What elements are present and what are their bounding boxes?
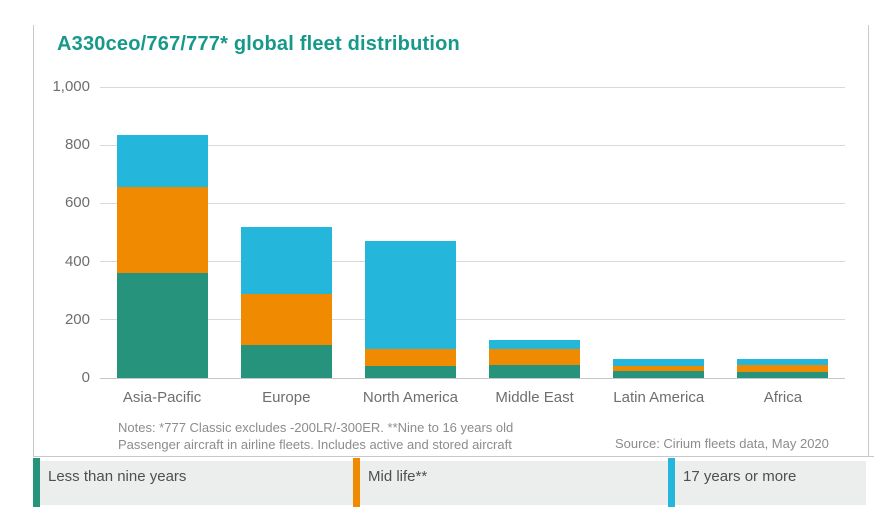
bar-segment-middle-east — [489, 340, 581, 349]
bar-segment-africa — [737, 359, 829, 365]
bar-segment-europe — [240, 293, 332, 345]
bar-segment-asia-pacific — [116, 273, 208, 378]
bar-segment-latin-america — [613, 359, 705, 367]
bar-segment-north-america — [364, 366, 456, 378]
legend-marker-cyan — [668, 458, 675, 507]
legend-marker-teal — [33, 458, 40, 507]
gridline — [100, 202, 845, 204]
footnotes: Notes: *777 Classic excludes -200LR/-300… — [118, 419, 513, 453]
y-axis-tick-label: 400 — [64, 252, 90, 270]
y-axis-tick-label: 0 — [81, 369, 90, 386]
y-axis-tick-label: 1,000 — [52, 78, 90, 95]
x-axis-category-label: Asia-Pacific — [122, 389, 202, 406]
footnote-line-1: Notes: *777 Classic excludes -200LR/-300… — [118, 420, 514, 435]
bar-segment-latin-america — [613, 366, 705, 371]
bar-segment-asia-pacific — [116, 187, 208, 274]
legend-item-label: 17 years or more — [683, 468, 797, 485]
gridline — [100, 261, 845, 263]
bar-segment-latin-america — [613, 370, 705, 378]
legend-item-label: Less than nine years — [48, 468, 187, 485]
gridline — [100, 319, 845, 321]
card-bottom-border — [33, 456, 874, 457]
x-axis-category-label: Africa — [763, 389, 803, 406]
card-left-border — [33, 25, 34, 456]
legend-marker-orange — [353, 458, 360, 507]
y-axis-tick-label: 600 — [64, 194, 90, 212]
gridline — [100, 144, 845, 146]
legend-strip — [33, 461, 866, 505]
gridline — [100, 377, 845, 379]
bar-segment-europe — [240, 344, 332, 378]
source-credit: Source: Cirium fleets data, May 2020 — [615, 436, 829, 451]
bar-segment-north-america — [364, 241, 456, 349]
legend-item-label: Mid life** — [368, 468, 428, 485]
gridline — [100, 86, 845, 88]
bar-segment-middle-east — [489, 348, 581, 365]
chart-title: A330ceo/767/777* global fleet distributi… — [57, 33, 460, 55]
x-axis-category-label: Latin America — [613, 389, 705, 406]
bar-segment-africa — [737, 364, 829, 373]
bar-segment-north-america — [364, 348, 456, 367]
footnote-line-2: Passenger aircraft in airline fleets. In… — [118, 437, 512, 452]
x-axis-category-label: North America — [362, 389, 458, 406]
bar-segment-europe — [240, 226, 332, 294]
y-axis-tick-label: 200 — [64, 310, 90, 328]
bar-segment-middle-east — [489, 364, 581, 378]
y-axis-tick-label: 800 — [64, 136, 90, 154]
x-axis-category-label: Middle East — [495, 389, 574, 406]
x-axis-category-label: Europe — [262, 389, 311, 406]
bar-segment-asia-pacific — [116, 135, 208, 188]
bar-segment-africa — [737, 372, 829, 378]
card-right-border — [868, 25, 869, 456]
